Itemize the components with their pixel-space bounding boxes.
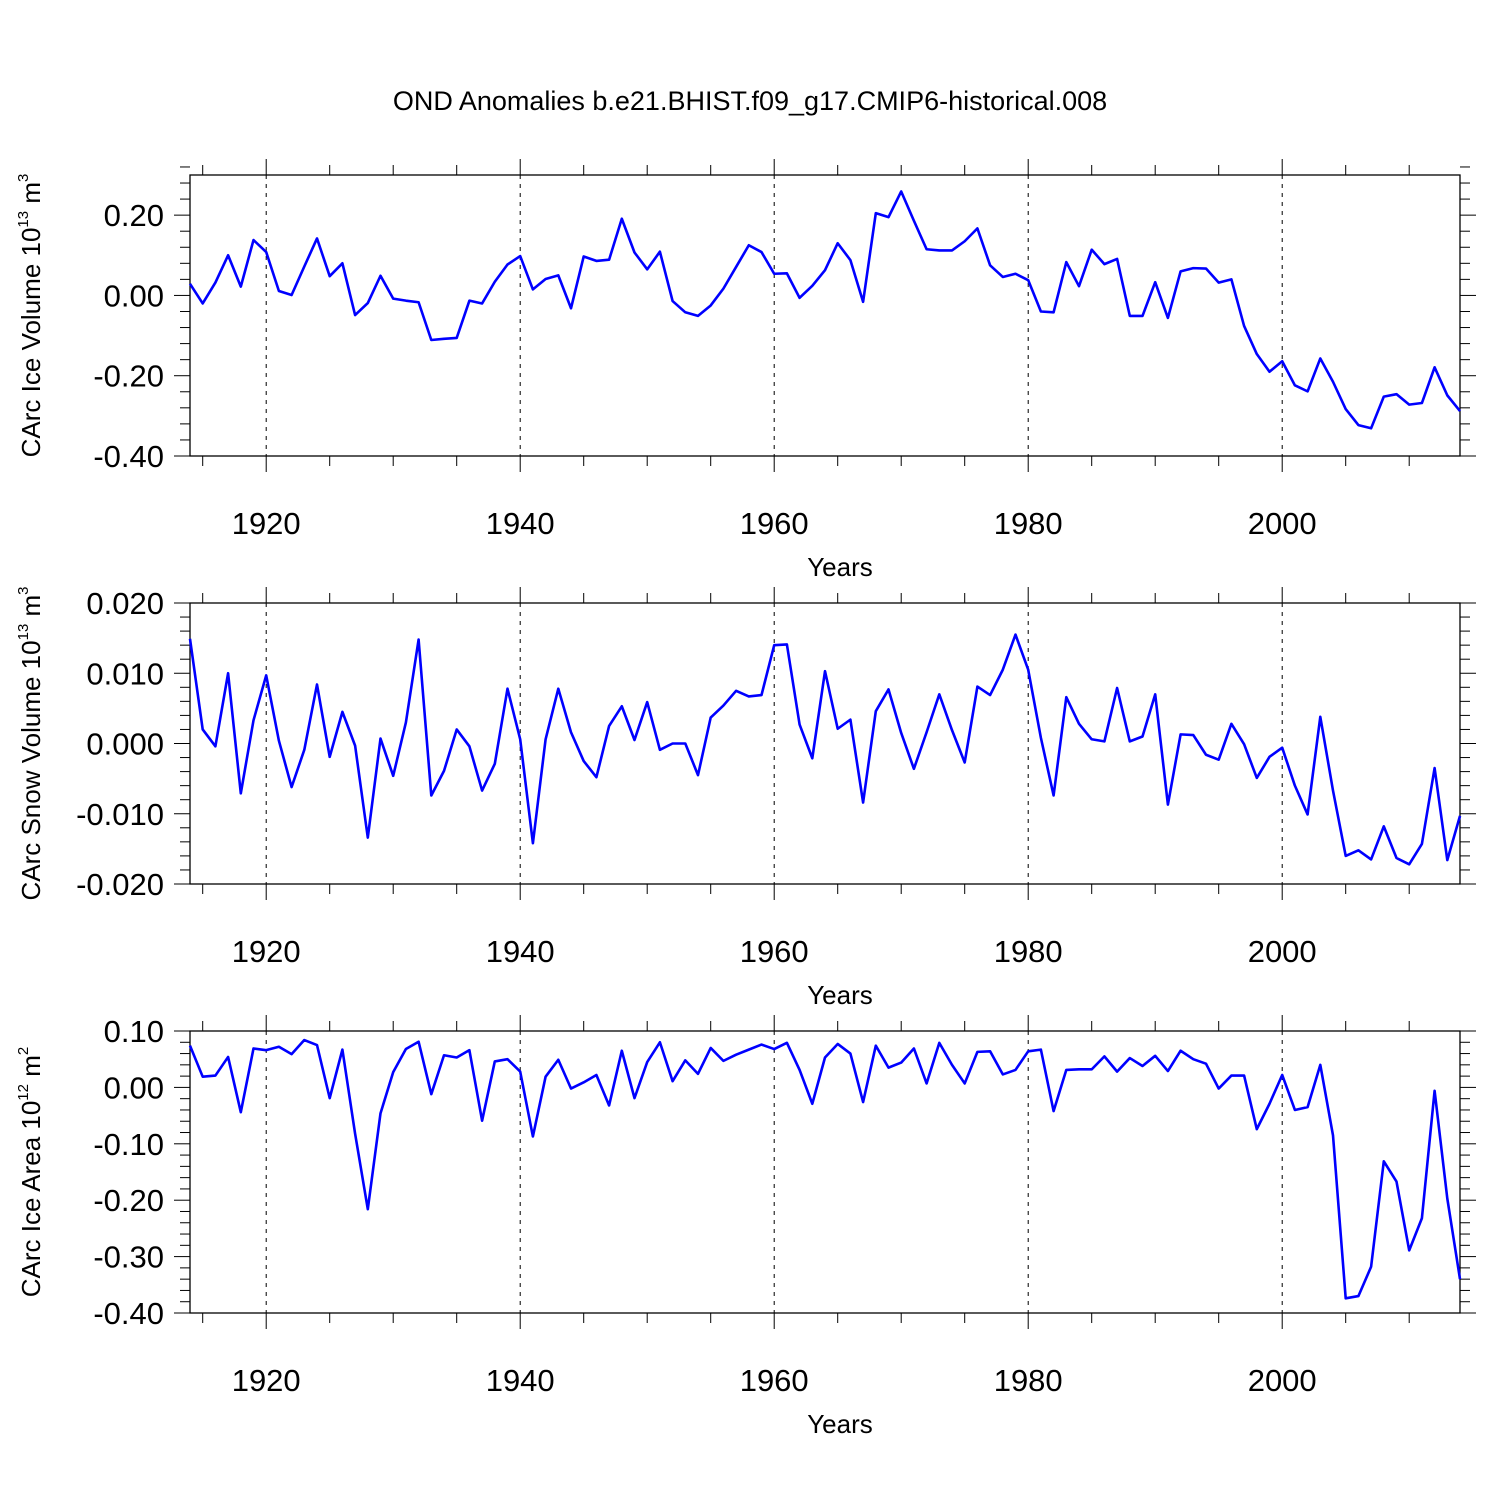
y-tick-label: -0.40 xyxy=(93,1296,164,1331)
x-tick-label: 1980 xyxy=(994,506,1063,541)
panel-snow-volume: 0.020 0.010 0.000 -0.010 -0.020 1920 1940 1960 1… xyxy=(15,586,1476,1010)
y-tick-label: 0.10 xyxy=(104,1014,164,1049)
y-axis-label: CArc Ice Volume 1013 m3 xyxy=(15,174,46,458)
y-tick-label: -0.20 xyxy=(93,359,164,394)
x-tick-label: 1940 xyxy=(486,1363,555,1398)
y-tick-label: 0.020 xyxy=(86,586,164,621)
series-line-ice-area xyxy=(188,1038,1462,1300)
y-tick-label: 0.00 xyxy=(104,278,164,313)
y-tick-label: 0.000 xyxy=(86,727,164,762)
y-tick-label: -0.30 xyxy=(93,1240,164,1275)
x-tick-label: 2000 xyxy=(1248,934,1317,969)
y-tick-label: -0.010 xyxy=(76,797,164,832)
x-axis-label: Years xyxy=(807,1409,873,1439)
x-tick-label: 1920 xyxy=(232,506,301,541)
x-tick-label: 1960 xyxy=(740,506,809,541)
x-tick-label: 1940 xyxy=(486,506,555,541)
x-tick-label: 1920 xyxy=(232,934,301,969)
panel-ice-volume: 0.20 0.00 -0.20 -0.40 1920 1940 1960 1980 2000 Ye… xyxy=(15,159,1476,582)
y-tick-label: -0.020 xyxy=(76,867,164,902)
panel-ice-area: 0.10 0.00 -0.10 -0.20 -0.30 -0.40 1920 1940 1960… xyxy=(15,1014,1476,1439)
x-tick-label: 1960 xyxy=(740,1363,809,1398)
y-tick-label: 0.20 xyxy=(104,198,164,233)
y-tick-label: -0.20 xyxy=(93,1183,164,1218)
x-tick-label: 2000 xyxy=(1248,506,1317,541)
x-tick-label: 1960 xyxy=(740,934,809,969)
x-tick-label: 1980 xyxy=(994,934,1063,969)
y-tick-label: -0.10 xyxy=(93,1127,164,1162)
x-tick-label: 2000 xyxy=(1248,1363,1317,1398)
x-tick-label: 1980 xyxy=(994,1363,1063,1398)
x-axis-label: Years xyxy=(807,980,873,1010)
plot-frame xyxy=(189,174,1461,457)
chart-title: OND Anomalies b.e21.BHIST.f09_g17.CMIP6-… xyxy=(393,86,1107,116)
x-tick-label: 1920 xyxy=(232,1363,301,1398)
series-line-ice-volume xyxy=(188,190,1462,430)
y-tick-label: 0.00 xyxy=(104,1070,164,1105)
series-line-snow-volume xyxy=(188,633,1462,866)
y-tick-label: -0.40 xyxy=(93,439,164,474)
x-tick-label: 1940 xyxy=(486,934,555,969)
panels: 0.20 0.00 -0.20 -0.40 1920 1940 1960 1980 2000 Ye… xyxy=(15,159,1476,1439)
y-axis-label: CArc Snow Volume 1013 m3 xyxy=(15,586,46,900)
y-tick-label: 0.010 xyxy=(86,656,164,691)
y-axis-label: CArc Ice Area 1012 m2 xyxy=(15,1047,46,1297)
plot-frame xyxy=(189,1030,1461,1314)
x-axis-label: Years xyxy=(807,552,873,582)
